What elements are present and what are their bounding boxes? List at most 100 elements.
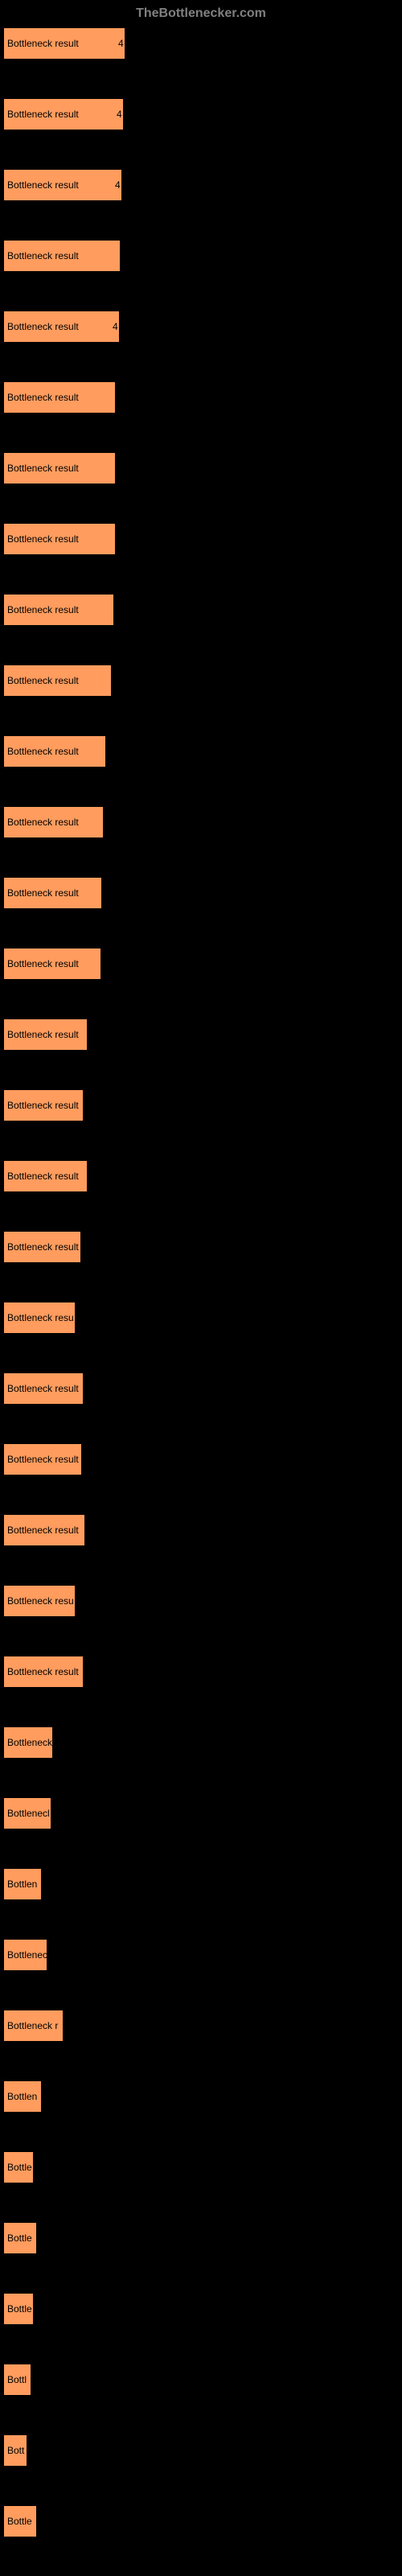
bar-label: Bottleneck result (7, 1383, 79, 1394)
bar-label: Bottleneck result (7, 1454, 79, 1465)
bar-row: Bottleneck result (3, 877, 402, 909)
bar: Bottleneck result (3, 1160, 88, 1192)
bar-label: Bottle (7, 2303, 32, 2315)
bar-label: Bottleneck result (7, 109, 79, 120)
bar: Bottleneck result (3, 381, 116, 414)
bar-label: Bottleneck result (7, 817, 79, 828)
bar: Bott (3, 2434, 27, 2467)
bar: Bottlen (3, 1868, 42, 1900)
bar-label: Bottleneck result (7, 179, 79, 191)
bar-row: Bott (3, 2434, 402, 2467)
bar-row: Bottlen (3, 1868, 402, 1900)
bar-label: Bottleneck result (7, 887, 79, 899)
bar: Bottleneck result (3, 877, 102, 909)
bar: Bottl (3, 2364, 31, 2396)
bar-row: Bottleneck result (3, 1514, 402, 1546)
bar: Bottleneck result 4 (3, 311, 120, 343)
site-header: TheBottlenecker.com (0, 6, 402, 21)
bar: Bottleneck result (3, 1514, 85, 1546)
bar: Bottleneck result (3, 240, 121, 272)
bar-row: Bottleneck result (3, 1089, 402, 1121)
bar: Bottleneck result (3, 806, 104, 838)
bar-label: Bottleneck result (7, 746, 79, 757)
bar-label: Bottleneck r (7, 2020, 58, 2031)
bar-label: Bottleneck resu (7, 1595, 74, 1607)
chart-container: Bottleneck result 4 Bottleneck result 4 Bott… (0, 27, 402, 2537)
bar-row: Bottleneck result 4 (3, 311, 402, 343)
bar-row: Bottle (3, 2293, 402, 2325)
bar-row: Bottleneck result (3, 240, 402, 272)
bar: Bottleneck resu (3, 1585, 76, 1617)
bar-value: 4 (117, 109, 122, 120)
bar-row: Bottlen (3, 2080, 402, 2113)
bar-label: Bottle (7, 2162, 32, 2173)
bar-row: Bottlenec (3, 1939, 402, 1971)
bar: Bottleneck result (3, 1443, 82, 1475)
bar-row: Bottle (3, 2505, 402, 2537)
bar-row: Bottleneck r (3, 2010, 402, 2042)
bar-label: Bottleneck result (7, 1241, 79, 1253)
bar-row: Bottle (3, 2151, 402, 2183)
bar-label: Bottleneck result (7, 1525, 79, 1536)
bar-row: Bottleneck result (3, 735, 402, 767)
bar-row: Bottleneck result (3, 806, 402, 838)
bar: Bottle (3, 2293, 34, 2325)
bar: Bottlenecl (3, 1797, 51, 1829)
bar: Bottleneck result (3, 735, 106, 767)
bar: Bottleneck result (3, 1656, 84, 1688)
bar: Bottleneck result (3, 665, 112, 697)
bar-label: Bottleneck result (7, 958, 79, 969)
bar-row: Bottleneck result (3, 1656, 402, 1688)
bar-row: Bottleneck result (3, 594, 402, 626)
bar: Bottleneck result (3, 1089, 84, 1121)
bar-row: Bottleneck result4 (3, 27, 402, 60)
bar: Bottleneck result (3, 594, 114, 626)
bar-label: Bottleneck result (7, 1666, 79, 1677)
bar-label: Bottleneck resu (7, 1312, 74, 1323)
bar-label: Bott (7, 2445, 24, 2456)
bar: Bottlen (3, 2080, 42, 2113)
bar-label: Bottleneck result (7, 321, 79, 332)
bar-label: Bottle (7, 2516, 32, 2527)
bar-row: Bottleneck result (3, 1160, 402, 1192)
bar-label: Bottleneck result (7, 533, 79, 545)
bar-label: Bottlen (7, 2091, 37, 2102)
bar-value: 4 (115, 179, 121, 191)
bar-label: Bottleneck result (7, 675, 79, 686)
bar-label: Bottlenecl (7, 1808, 50, 1819)
bar: Bottleneck result 4 (3, 169, 122, 201)
bar: Bottleneck (3, 1726, 53, 1759)
bar-label: Bottleneck result (7, 1100, 79, 1111)
bar-label: Bottle (7, 2232, 32, 2244)
bar: Bottleneck r (3, 2010, 64, 2042)
bar-row: Bottlenecl (3, 1797, 402, 1829)
bar: Bottleneck result (3, 948, 101, 980)
bar-row: Bottleneck result 4 (3, 169, 402, 201)
bar: Bottleneck result (3, 523, 116, 555)
bar: Bottleneck result (3, 1231, 81, 1263)
bar: Bottleneck resu (3, 1302, 76, 1334)
bar-row: Bottleneck (3, 1726, 402, 1759)
bar-row: Bottleneck resu (3, 1585, 402, 1617)
bar-label: Bottlenec (7, 1949, 47, 1961)
bar-row: Bottleneck result (3, 452, 402, 484)
bar: Bottleneck result (3, 1372, 84, 1405)
bar-label: Bottleneck result (7, 392, 79, 403)
bar: Bottleneck result4 (3, 27, 125, 60)
bar-row: Bottl (3, 2364, 402, 2396)
bar-label: Bottleneck result (7, 1029, 79, 1040)
bar-label: Bottleneck result (7, 38, 79, 49)
bar-row: Bottleneck result (3, 948, 402, 980)
bar-row: Bottleneck resu (3, 1302, 402, 1334)
bar-label: Bottleneck result (7, 463, 79, 474)
bar-row: Bottleneck result (3, 523, 402, 555)
bar-label: Bottl (7, 2374, 27, 2385)
bar-label: Bottlen (7, 1879, 37, 1890)
bar-row: Bottleneck result (3, 1231, 402, 1263)
bar-value: 4 (113, 321, 118, 332)
bar-label: Bottleneck (7, 1737, 52, 1748)
bar-row: Bottleneck result (3, 665, 402, 697)
bar-label: Bottleneck result (7, 250, 79, 261)
bar: Bottleneck result 4 (3, 98, 124, 130)
bar-row: Bottleneck result 4 (3, 98, 402, 130)
